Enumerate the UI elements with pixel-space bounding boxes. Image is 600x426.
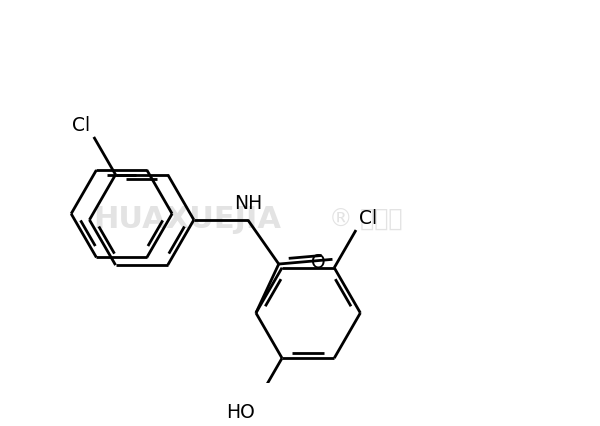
Text: HUAXUEJIA: HUAXUEJIA — [93, 205, 281, 234]
Text: HO: HO — [226, 403, 254, 422]
Text: NH: NH — [233, 194, 262, 213]
Text: O: O — [311, 253, 326, 272]
Text: Cl: Cl — [359, 209, 377, 228]
Text: Cl: Cl — [72, 116, 91, 135]
Text: ® 化学加: ® 化学加 — [329, 208, 402, 232]
